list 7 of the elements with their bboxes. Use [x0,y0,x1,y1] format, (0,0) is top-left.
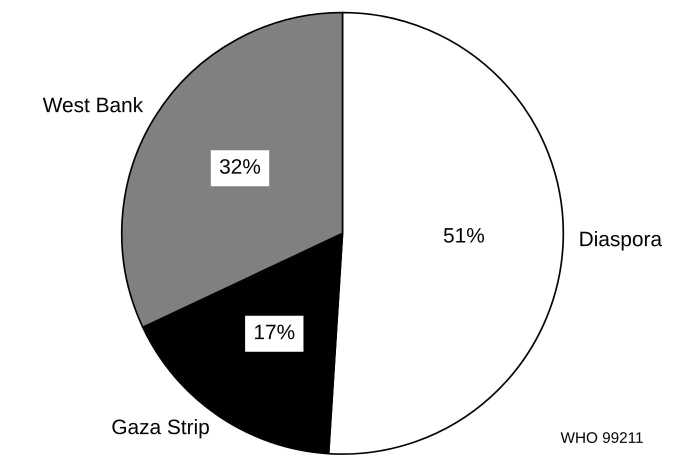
slice-label: Gaza Strip [112,418,209,438]
data-label: 51% [444,228,484,243]
data-label: 17% [255,324,294,340]
text: WHO 99211 [560,432,643,443]
slice-label: Diaspora [580,231,662,250]
data-label: 32% [220,159,260,174]
slice-label: West Bank [42,97,144,112]
